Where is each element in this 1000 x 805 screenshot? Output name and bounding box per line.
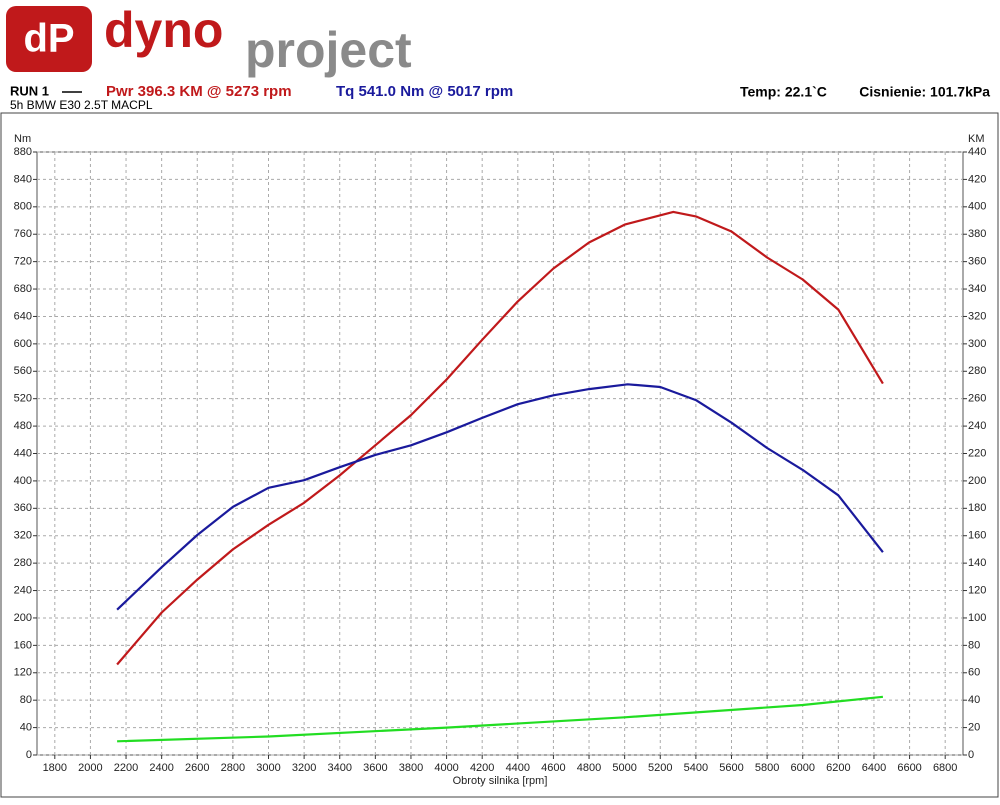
x-tick-label: 6400 [862, 762, 886, 774]
y2-tick-label: 200 [968, 475, 986, 487]
y-tick-label: 600 [14, 338, 32, 350]
y-tick-label: 640 [14, 310, 32, 322]
x-tick-label: 6600 [897, 762, 921, 774]
y-tick-label: 800 [14, 201, 32, 213]
y2-tick-label: 40 [968, 694, 980, 706]
x-tick-label: 3200 [292, 762, 316, 774]
y2-tick-label: 180 [968, 502, 986, 514]
y2-tick-label: 340 [968, 283, 986, 295]
y-tick-label: 360 [14, 502, 32, 514]
y-tick-label: 720 [14, 256, 32, 268]
y-axis-title: Nm [14, 133, 31, 145]
x-tick-label: 1800 [43, 762, 67, 774]
chart-frame [0, 112, 999, 798]
y2-tick-label: 220 [968, 447, 986, 459]
y2-tick-label: 120 [968, 584, 986, 596]
y2-axis-title: KM [968, 133, 985, 145]
y-tick-label: 280 [14, 557, 32, 569]
series-line [117, 695, 884, 743]
subtitle: 5h BMW E30 2.5T MACPL [10, 98, 153, 112]
y2-tick-label: 400 [968, 201, 986, 213]
y2-tick-label: 80 [968, 639, 980, 651]
logo-mark: dP [23, 17, 74, 61]
y2-tick-label: 20 [968, 721, 980, 733]
y-tick-label: 160 [14, 639, 32, 651]
pressure: Cisnienie: 101.7kPa [859, 84, 990, 100]
y2-tick-label: 100 [968, 612, 986, 624]
logo-word: dyno [104, 2, 223, 58]
y2-tick-label: 440 [968, 146, 986, 158]
y-tick-label: 560 [14, 365, 32, 377]
y2-tick-label: 240 [968, 420, 986, 432]
y-tick-label: 440 [14, 447, 32, 459]
x-tick-label: 4000 [434, 762, 458, 774]
y2-tick-label: 160 [968, 530, 986, 542]
x-tick-label: 6000 [790, 762, 814, 774]
x-tick-label: 3000 [256, 762, 280, 774]
y-tick-label: 120 [14, 667, 32, 679]
y-tick-label: 480 [14, 420, 32, 432]
y2-tick-label: 140 [968, 557, 986, 569]
power-peak: Pwr 396.3 KM @ 5273 rpm [106, 83, 292, 100]
x-tick-label: 3400 [327, 762, 351, 774]
temperature: Temp: 22.1`C [740, 84, 827, 100]
x-tick-label: 2800 [221, 762, 245, 774]
y-tick-label: 320 [14, 530, 32, 542]
x-tick-label: 4400 [506, 762, 530, 774]
y-tick-label: 40 [20, 721, 32, 733]
x-tick-label: 2400 [149, 762, 173, 774]
y2-tick-label: 300 [968, 338, 986, 350]
x-axis-title: Obroty silnika [rpm] [453, 775, 548, 787]
y-tick-label: 680 [14, 283, 32, 295]
x-tick-label: 2200 [114, 762, 138, 774]
x-tick-label: 6800 [933, 762, 957, 774]
y-tick-label: 400 [14, 475, 32, 487]
y-tick-label: 240 [14, 584, 32, 596]
y-tick-label: 880 [14, 146, 32, 158]
torque-peak: Tq 541.0 Nm @ 5017 rpm [336, 83, 513, 100]
x-tick-label: 2000 [78, 762, 102, 774]
y-tick-label: 0 [26, 749, 32, 761]
y2-tick-label: 260 [968, 393, 986, 405]
y2-tick-label: 280 [968, 365, 986, 377]
x-tick-label: 5000 [612, 762, 636, 774]
x-tick-label: 5400 [684, 762, 708, 774]
logo-word: project [245, 22, 412, 78]
y2-tick-label: 420 [968, 173, 986, 185]
y2-tick-label: 360 [968, 256, 986, 268]
y-tick-label: 840 [14, 173, 32, 185]
y2-tick-label: 0 [968, 749, 974, 761]
x-tick-label: 4800 [577, 762, 601, 774]
run-label: RUN 1 [10, 83, 49, 98]
x-tick-label: 4200 [470, 762, 494, 774]
y2-tick-label: 60 [968, 667, 980, 679]
x-tick-label: 5800 [755, 762, 779, 774]
x-tick-label: 5600 [719, 762, 743, 774]
y2-tick-label: 380 [968, 228, 986, 240]
x-tick-label: 6200 [826, 762, 850, 774]
x-tick-label: 5200 [648, 762, 672, 774]
series-line [116, 383, 884, 611]
x-tick-label: 4600 [541, 762, 565, 774]
x-tick-label: 3800 [399, 762, 423, 774]
x-tick-label: 3600 [363, 762, 387, 774]
y-tick-label: 520 [14, 393, 32, 405]
series-line [116, 210, 884, 666]
y-tick-label: 760 [14, 228, 32, 240]
logo-badge [6, 6, 92, 72]
x-tick-label: 2600 [185, 762, 209, 774]
y-tick-label: 200 [14, 612, 32, 624]
y2-tick-label: 320 [968, 310, 986, 322]
y-tick-label: 80 [20, 694, 32, 706]
